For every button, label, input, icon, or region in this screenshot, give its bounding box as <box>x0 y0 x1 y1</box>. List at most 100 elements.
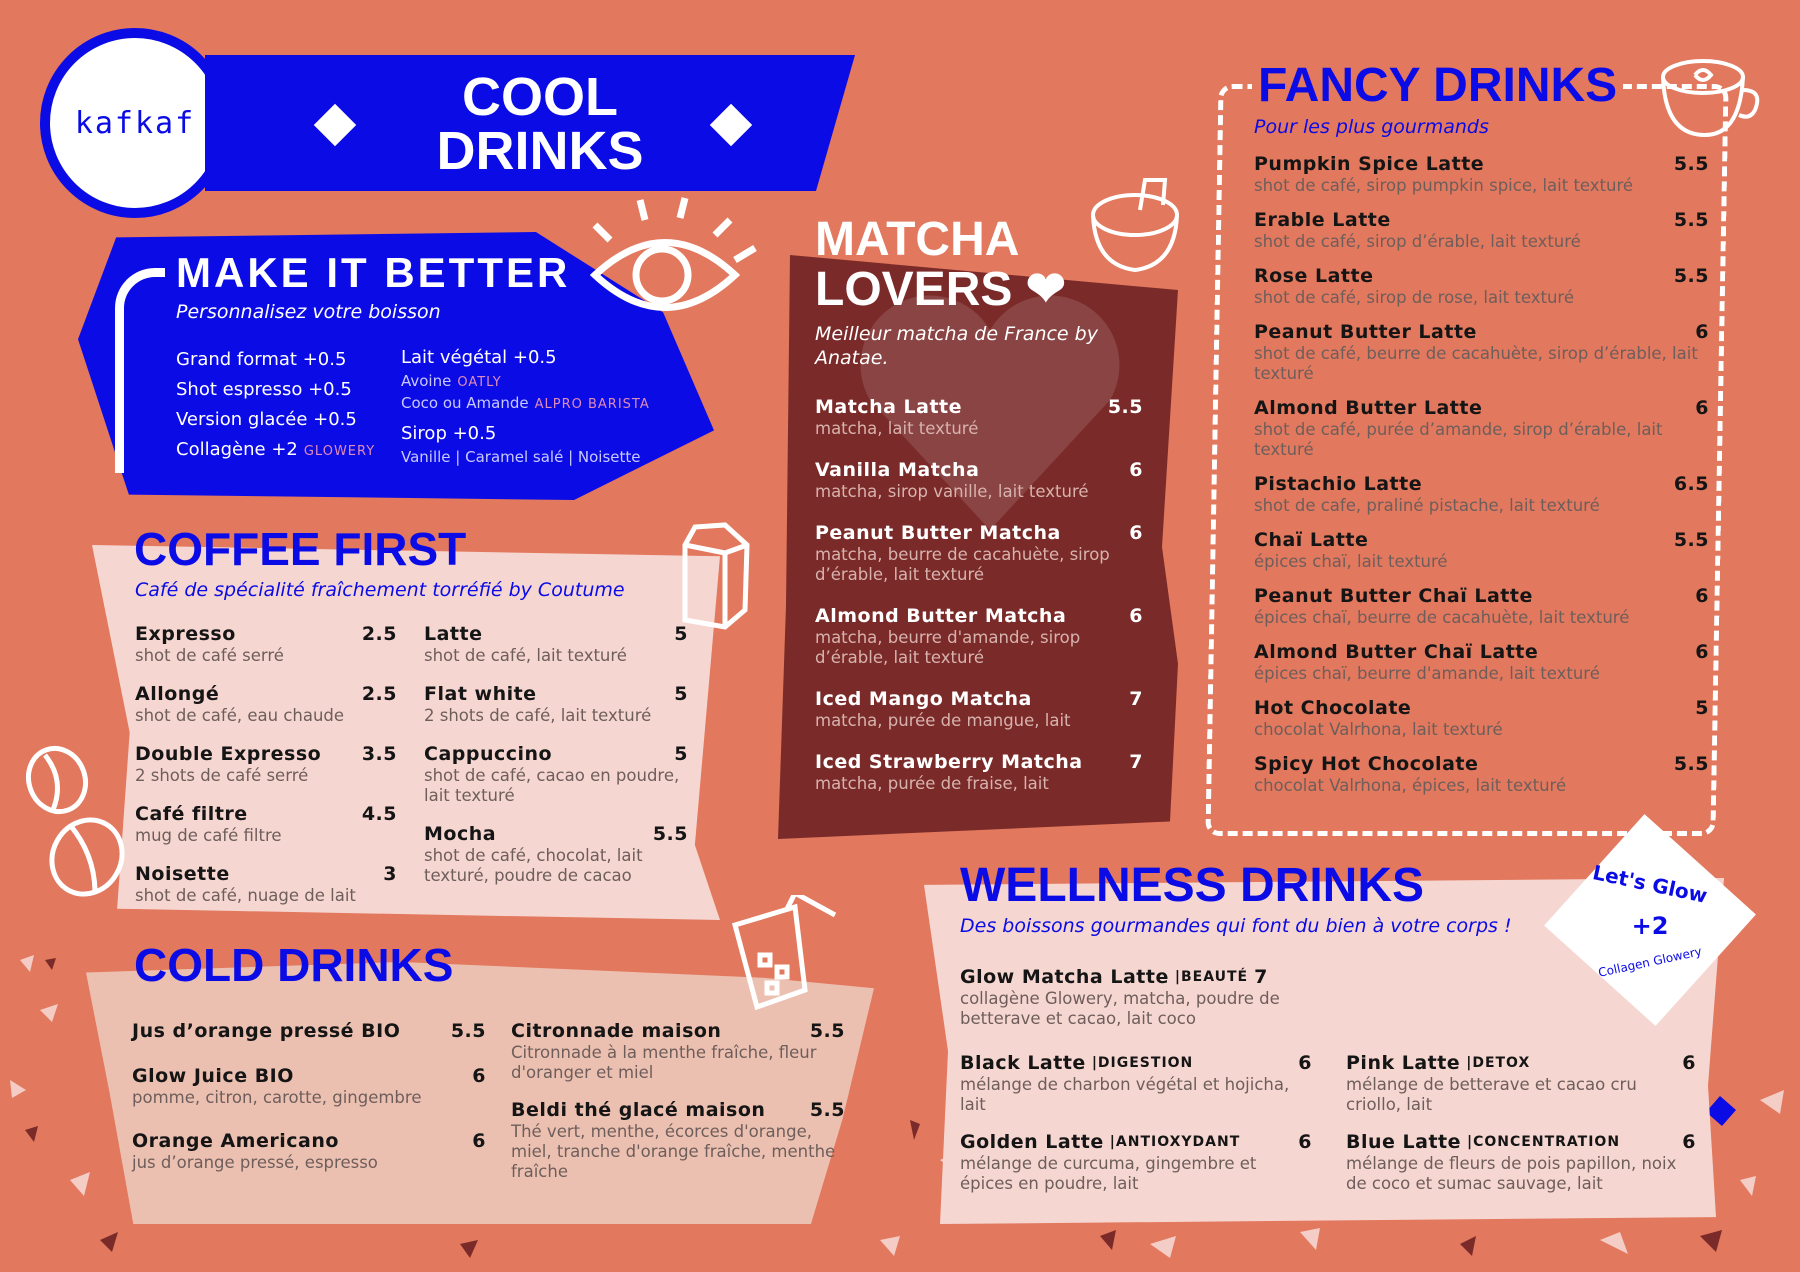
option-label: Vanille | Caramel salé | Noisette <box>401 448 641 466</box>
option-label: Version glacée +0.5 <box>176 409 357 430</box>
item-description: shot de café, sirop d’érable, lait textu… <box>1254 232 1581 251</box>
item-price: 5.5 <box>1673 265 1709 287</box>
item-name: Iced Strawberry Matcha <box>815 751 1083 773</box>
item-price: 6 <box>1298 1131 1312 1153</box>
item-price: 6 <box>1695 641 1709 663</box>
matcha-panel <box>778 255 1178 839</box>
item-header: Peanut Butter Latte 6 <box>1254 321 1709 344</box>
item-name: Mocha <box>424 823 497 845</box>
item-name: Jus d’orange pressé BIO <box>132 1020 401 1042</box>
matcha-list: Matcha Latte 5.5 matcha, lait texturé Vanil… <box>815 396 1143 794</box>
wellness-list-left: Black Latte |DIGESTION 6 mélange de charbon… <box>960 1052 1312 1194</box>
menu-item: Mocha 5.5 shot de café, chocolat, lait tex… <box>424 823 688 886</box>
menu-item: Latte 5 shot de café, lait texturé <box>424 623 688 666</box>
item-price: 6 <box>1695 585 1709 607</box>
menu-item: Peanut Butter Matcha 6 matcha, beurre de c… <box>815 522 1143 585</box>
menu-item: Hot Chocolate 5 chocolat Valrhona, lait te… <box>1254 697 1709 740</box>
item-price: 5.5 <box>1673 529 1709 551</box>
item-description: épices chaï, lait texturé <box>1254 552 1448 571</box>
title-line: MATCHA <box>815 213 1020 266</box>
item-description: collagène Glowery, matcha, poudre de bet… <box>960 989 1280 1028</box>
section-title: COFFEE FIRST <box>134 523 467 575</box>
item-description: matcha, sirop vanille, lait texturé <box>815 482 1089 501</box>
sticker-value: +2 <box>1631 912 1669 940</box>
menu-item: Chaï Latte 5.5 épices chaï, lait texturé <box>1254 529 1709 572</box>
menu-item: Café filtre 4.5 mug de café filtre <box>135 803 397 846</box>
item-name: Cappuccino <box>424 743 553 765</box>
menu-item: Beldi thé glacé maison 5.5 Thé vert, menth… <box>511 1099 845 1182</box>
section-subtitle: Café de spécialité fraîchement torréfié … <box>135 579 625 601</box>
item-header: Cappuccino 5 <box>424 743 688 766</box>
title-line: DRINKS <box>436 121 644 181</box>
option-item: Sirop +0.5 <box>401 421 650 447</box>
options-right: Lait végétal +0.5 Avoine OATLY Coco ou Aman… <box>401 345 650 468</box>
item-name: Beldi thé glacé maison <box>511 1099 766 1121</box>
section-subtitle: Personnalisez votre boisson <box>176 301 441 323</box>
item-description: matcha, lait texturé <box>815 419 979 438</box>
item-tag: |DETOX <box>1466 1055 1531 1071</box>
item-header: Double Expresso 3.5 <box>135 743 397 766</box>
item-tag: |ANTIOXYDANT <box>1109 1134 1241 1150</box>
item-price: 6 <box>472 1065 486 1087</box>
menu-item: Jus d’orange pressé BIO 5.5 <box>132 1020 486 1043</box>
heart-shape <box>860 295 1120 530</box>
coffee-first-panel <box>92 545 720 920</box>
menu-item: Glow Juice BIO 6 pomme, citron, carotte, g… <box>132 1065 486 1108</box>
item-header: Pistachio Latte 6.5 <box>1254 473 1709 496</box>
coffee-bean-icon <box>26 745 125 897</box>
item-header: Café filtre 4.5 <box>135 803 397 826</box>
item-name: Double Expresso <box>135 743 322 765</box>
iced-drink-icon <box>731 895 837 1011</box>
item-header: Pink Latte |DETOX 6 <box>1346 1052 1696 1075</box>
item-tag: |BEAUTÉ <box>1174 969 1249 985</box>
item-header: Vanilla Matcha 6 <box>815 459 1143 482</box>
menu-item: Cappuccino 5 shot de café, cacao en poudre… <box>424 743 688 806</box>
section-title: MATCHA LOVERS ❤ <box>815 215 1066 315</box>
item-header: Spicy Hot Chocolate 5.5 <box>1254 753 1709 776</box>
item-description: épices chaï, beurre de cacahuète, lait t… <box>1254 608 1630 627</box>
fancy-list: Pumpkin Spice Latte 5.5 shot de café, siro… <box>1254 153 1709 796</box>
section-title: FANCY DRINKS <box>1252 62 1624 110</box>
item-header: Rose Latte 5.5 <box>1254 265 1709 288</box>
item-description: matcha, purée de fraise, lait <box>815 774 1049 793</box>
menu-item: Flat white 5 2 shots de café, lait texturé <box>424 683 688 726</box>
item-name: Expresso <box>135 623 236 645</box>
item-price: 6 <box>1695 397 1709 419</box>
item-description: shot de café, lait texturé <box>424 646 627 665</box>
logo: kafkaf <box>40 28 230 218</box>
menu-item: Peanut Butter Latte 6 shot de café, beurre… <box>1254 321 1709 384</box>
item-header: Jus d’orange pressé BIO 5.5 <box>132 1020 486 1043</box>
item-tag: |CONCENTRATION <box>1467 1134 1621 1150</box>
item-description: shot de café, cacao en poudre, lait text… <box>424 766 680 805</box>
section-subtitle: Meilleur matcha de France by Anatae. <box>815 323 1098 369</box>
item-header: Glow Juice BIO 6 <box>132 1065 486 1088</box>
option-item: Avoine OATLY <box>401 371 650 393</box>
item-price: 6 <box>1129 522 1143 544</box>
item-header: Allongé 2.5 <box>135 683 397 706</box>
option-item: Vanille | Caramel salé | Noisette <box>401 447 650 468</box>
item-price: 4.5 <box>361 803 397 825</box>
section-title: COLD DRINKS <box>134 939 454 991</box>
item-description: épices chaï, beurre d'amande, lait textu… <box>1254 664 1600 683</box>
item-name: Vanilla Matcha <box>815 459 980 481</box>
menu-item: Expresso 2.5 shot de café serré <box>135 623 397 666</box>
item-name: Almond Butter Chaï Latte <box>1254 641 1539 663</box>
item-name: Chaï Latte <box>1254 529 1369 551</box>
menu-item: Spicy Hot Chocolate 5.5 chocolat Valrhona,… <box>1254 753 1709 796</box>
item-price: 6.5 <box>1673 473 1709 495</box>
item-price: 5 <box>674 683 688 705</box>
item-price: 6 <box>1695 321 1709 343</box>
item-price: 2.5 <box>361 623 397 645</box>
item-name: Pink Latte <box>1346 1052 1461 1074</box>
item-header: Iced Strawberry Matcha 7 <box>815 751 1143 774</box>
menu-item: Golden Latte |ANTIOXYDANT 6 mélange de curc… <box>960 1131 1312 1194</box>
item-name: Pumpkin Spice Latte <box>1254 153 1485 175</box>
item-price: 5.5 <box>652 823 688 845</box>
title-line: LOVERS ❤ <box>815 265 1066 315</box>
item-name: Citronnade maison <box>511 1020 722 1042</box>
menu-item: Black Latte |DIGESTION 6 mélange de charbon… <box>960 1052 1312 1115</box>
item-header: Erable Latte 5.5 <box>1254 209 1709 232</box>
item-header: Latte 5 <box>424 623 688 646</box>
item-header: Black Latte |DIGESTION 6 <box>960 1052 1312 1075</box>
option-label: Shot espresso +0.5 <box>176 379 352 400</box>
